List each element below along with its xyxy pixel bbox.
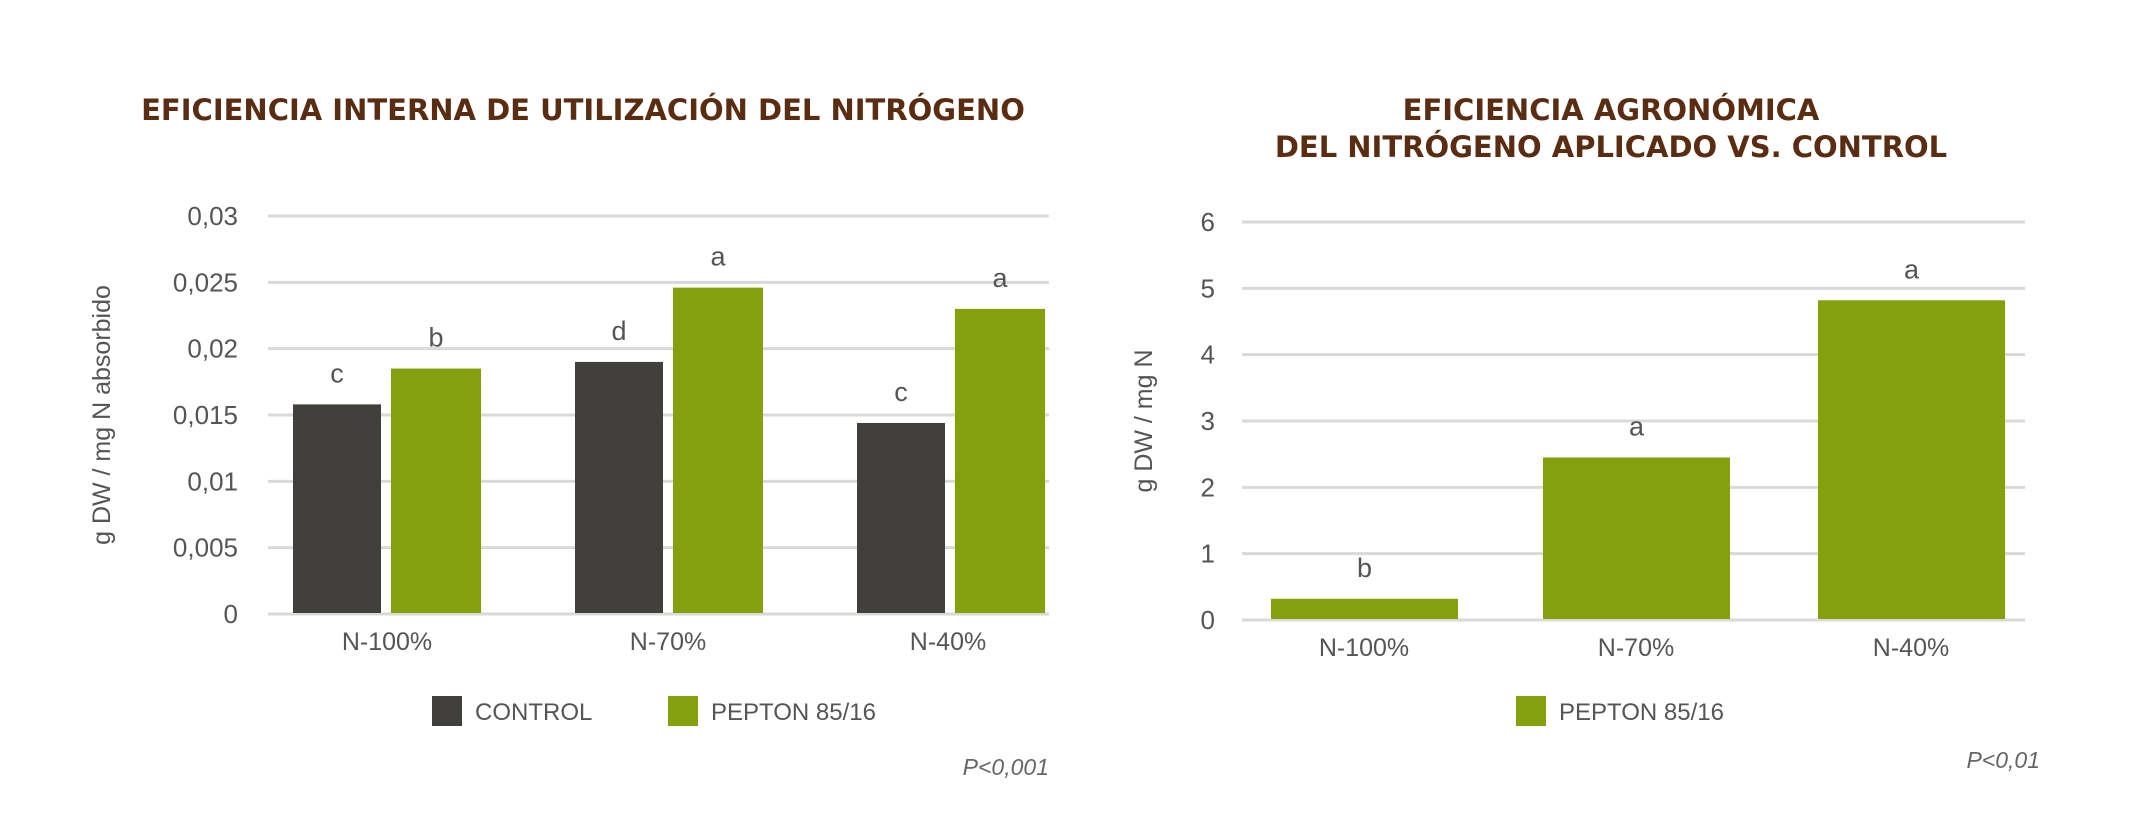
- y-tick-label: 0: [224, 599, 238, 629]
- significance-label: a: [710, 242, 726, 272]
- y-tick-label: 0,015: [173, 400, 238, 430]
- y-tick-label: 0: [1201, 605, 1215, 635]
- legend-swatch: [432, 696, 462, 726]
- y-tick-label: 5: [1201, 273, 1215, 303]
- legend-label: PEPTON 85/16: [1559, 699, 1724, 726]
- y-tick-label: 0,01: [187, 466, 238, 496]
- x-tick-label: N-100%: [1319, 634, 1409, 662]
- y-tick-label: 0,03: [187, 201, 238, 231]
- chart-title: EFICIENCIA INTERNA DE UTILIZACIÓN DEL NI…: [141, 93, 1025, 127]
- legend-label: PEPTON 85/16: [711, 699, 876, 726]
- x-tick-label: N-40%: [1873, 634, 1949, 662]
- y-tick-label: 0,025: [173, 267, 238, 297]
- bar-pepton-85-16: [1271, 598, 1458, 619]
- significance-label: b: [428, 323, 443, 353]
- bar-pepton-85-16: [391, 368, 481, 613]
- significance-label: c: [894, 377, 908, 407]
- y-tick-label: 3: [1201, 406, 1215, 436]
- y-axis-label: g DW / mg N: [1130, 349, 1158, 492]
- significance-label: b: [1357, 553, 1372, 583]
- significance-label: a: [992, 263, 1008, 293]
- x-tick-label: N-70%: [630, 628, 706, 656]
- legend-swatch: [668, 696, 698, 726]
- bar-pepton-85-16: [1543, 457, 1730, 619]
- significance-label: a: [1904, 254, 1920, 284]
- x-tick-label: N-40%: [910, 628, 986, 656]
- significance-label: d: [611, 316, 626, 346]
- legend-label: CONTROL: [475, 699, 592, 726]
- x-tick-label: N-70%: [1598, 634, 1674, 662]
- bar-pepton-85-16: [1818, 300, 2005, 619]
- bar-control: [575, 361, 663, 613]
- chart-title-line-1: EFICIENCIA AGRONÓMICA: [1403, 93, 1820, 127]
- y-tick-label: 6: [1201, 207, 1215, 237]
- legend-swatch: [1516, 696, 1546, 726]
- bar-pepton-85-16: [955, 308, 1045, 613]
- bar-pepton-85-16: [673, 287, 763, 613]
- y-axis-label: g DW / mg N absorbido: [88, 285, 116, 545]
- y-tick-label: 1: [1201, 539, 1215, 569]
- chart-internal-efficiency: EFICIENCIA INTERNA DE UTILIZACIÓN DEL NI…: [88, 93, 1049, 780]
- bar-control: [293, 404, 381, 613]
- p-value: P<0,001: [963, 754, 1049, 780]
- y-tick-label: 4: [1201, 340, 1215, 370]
- x-tick-label: N-100%: [342, 628, 432, 656]
- chart-title-line-2: DEL NITRÓGENO APLICADO VS. CONTROL: [1275, 130, 1947, 164]
- y-tick-label: 2: [1201, 472, 1215, 502]
- p-value: P<0,01: [1966, 747, 2040, 773]
- significance-label: c: [330, 358, 344, 388]
- y-tick-label: 0,02: [187, 334, 238, 364]
- bar-control: [857, 422, 945, 613]
- significance-label: a: [1629, 411, 1645, 441]
- chart-agronomic-efficiency: EFICIENCIA AGRONÓMICA DEL NITRÓGENO APLI…: [1130, 93, 2040, 773]
- y-tick-label: 0,005: [173, 533, 238, 563]
